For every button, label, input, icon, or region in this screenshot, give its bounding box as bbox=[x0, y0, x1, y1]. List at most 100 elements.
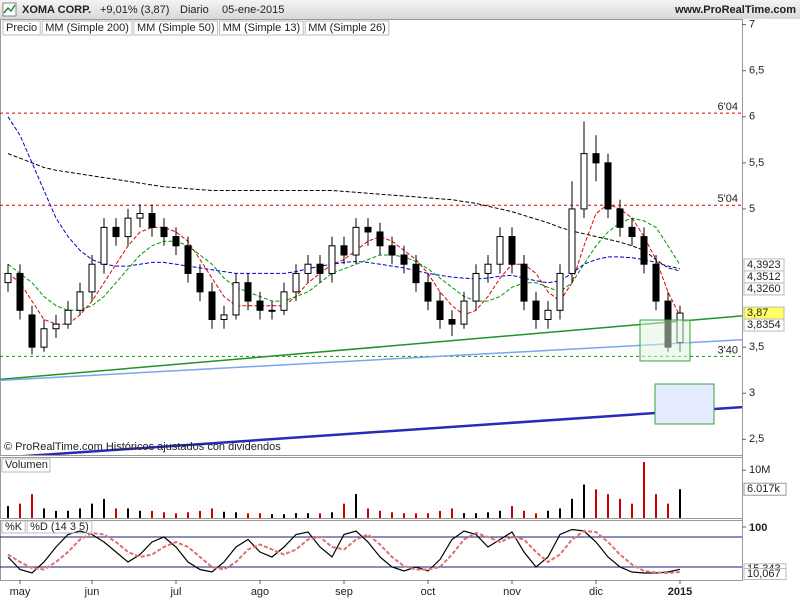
volume-bar bbox=[343, 503, 345, 518]
volume-bar bbox=[391, 512, 393, 518]
volume-bar bbox=[535, 513, 537, 518]
volume-bar bbox=[223, 511, 225, 518]
last-label-box bbox=[743, 568, 787, 580]
volume-bar bbox=[607, 494, 609, 518]
candle-body bbox=[4, 272, 12, 284]
legend-box bbox=[41, 20, 133, 36]
candle-body bbox=[52, 323, 60, 330]
x-tick-label: may bbox=[10, 586, 31, 598]
volume-bar bbox=[619, 498, 621, 518]
y-tick-label: 10M bbox=[749, 464, 770, 476]
candle-body bbox=[424, 282, 432, 302]
candle-body bbox=[76, 291, 84, 311]
candle-body bbox=[460, 300, 468, 325]
volume-bar bbox=[655, 494, 657, 518]
candle-body bbox=[364, 226, 372, 233]
last-label: 4,3512 bbox=[747, 271, 781, 283]
last-label: 4,3260 bbox=[747, 283, 781, 295]
trendline bbox=[0, 339, 742, 382]
legend-box bbox=[26, 520, 93, 534]
x-tick-label: nov bbox=[503, 586, 521, 598]
y-tick-label: 6 bbox=[749, 111, 755, 123]
volume-bar bbox=[427, 513, 429, 518]
candle-body bbox=[88, 263, 96, 293]
candle-body bbox=[388, 245, 396, 256]
candle-body bbox=[256, 300, 264, 311]
candle-body bbox=[520, 263, 528, 302]
candle-body bbox=[652, 263, 660, 302]
x-tick-label: sep bbox=[335, 586, 353, 598]
volume-bar bbox=[211, 508, 213, 518]
last-label-box bbox=[743, 482, 787, 496]
y-tick-label: 5 bbox=[749, 203, 755, 215]
candle-body bbox=[40, 328, 48, 348]
volume-bar bbox=[379, 510, 381, 518]
y-tick-label: 2,5 bbox=[749, 433, 764, 445]
volume-bar bbox=[259, 513, 261, 518]
date: 05-ene-2015 bbox=[222, 4, 284, 16]
candle-body bbox=[592, 153, 600, 164]
candle-body bbox=[304, 263, 312, 274]
volume-bar bbox=[175, 513, 177, 518]
candle-body bbox=[292, 272, 300, 293]
price-change: +9,01% (3,87) bbox=[100, 4, 169, 16]
candle-body bbox=[484, 263, 492, 274]
legend-entry: MM (Simple 50) bbox=[137, 22, 215, 34]
level-label: 3'40 bbox=[718, 344, 738, 356]
candle-body bbox=[436, 300, 444, 321]
period: Diario bbox=[180, 4, 209, 16]
stock-title: XOMA CORP. bbox=[22, 4, 91, 16]
volume-bar bbox=[7, 506, 9, 518]
candle-body bbox=[556, 272, 564, 311]
moving-average bbox=[7, 203, 681, 325]
volume-bar bbox=[475, 513, 477, 518]
volume-bar bbox=[583, 484, 585, 518]
volume-bar bbox=[487, 512, 489, 518]
candle-body bbox=[340, 245, 348, 256]
candle-body bbox=[316, 263, 324, 274]
last-label-box bbox=[743, 282, 785, 296]
candle-body bbox=[196, 272, 204, 293]
candle-body bbox=[328, 245, 336, 274]
last-label: 6.017k bbox=[747, 483, 781, 495]
volume-bar bbox=[559, 508, 561, 518]
volume-bar bbox=[631, 503, 633, 518]
x-tick-label: 2015 bbox=[668, 586, 692, 598]
volume-bar bbox=[67, 510, 69, 518]
trendline bbox=[22, 405, 742, 455]
volume-bar bbox=[235, 512, 237, 518]
volume-bar bbox=[499, 510, 501, 518]
y-tick-label: 6,5 bbox=[749, 65, 764, 77]
level-label: 5'04 bbox=[718, 193, 738, 205]
volume-bar bbox=[403, 513, 405, 518]
volume-bar bbox=[115, 508, 117, 518]
candle-body bbox=[640, 236, 648, 265]
candle-body bbox=[604, 162, 612, 210]
volume-bar bbox=[247, 513, 249, 518]
candle-body bbox=[400, 254, 408, 265]
candle-body bbox=[28, 314, 36, 348]
y-tick-label: 3 bbox=[749, 387, 755, 399]
moving-average bbox=[7, 153, 681, 272]
volume-bar bbox=[523, 510, 525, 518]
x-tick-label: ago bbox=[251, 586, 269, 598]
main-plot bbox=[0, 112, 742, 455]
y-tick-label: 7 bbox=[749, 19, 755, 31]
candle-body bbox=[220, 314, 228, 321]
candle-body bbox=[148, 213, 156, 228]
highlight-box bbox=[639, 319, 691, 362]
volume-bar bbox=[271, 514, 273, 518]
volume-bar bbox=[415, 513, 417, 518]
volume-bar bbox=[43, 508, 45, 518]
candle-body bbox=[172, 236, 180, 247]
panel-title-box bbox=[1, 458, 51, 473]
candle-body bbox=[232, 282, 240, 316]
volume-bar bbox=[19, 503, 21, 518]
volume-bar bbox=[319, 513, 321, 518]
volume-bar bbox=[163, 512, 165, 518]
x-tick-label: oct bbox=[421, 586, 436, 598]
volume-bar bbox=[139, 510, 141, 518]
chart-icon bbox=[2, 2, 17, 17]
volume-bar bbox=[187, 512, 189, 518]
